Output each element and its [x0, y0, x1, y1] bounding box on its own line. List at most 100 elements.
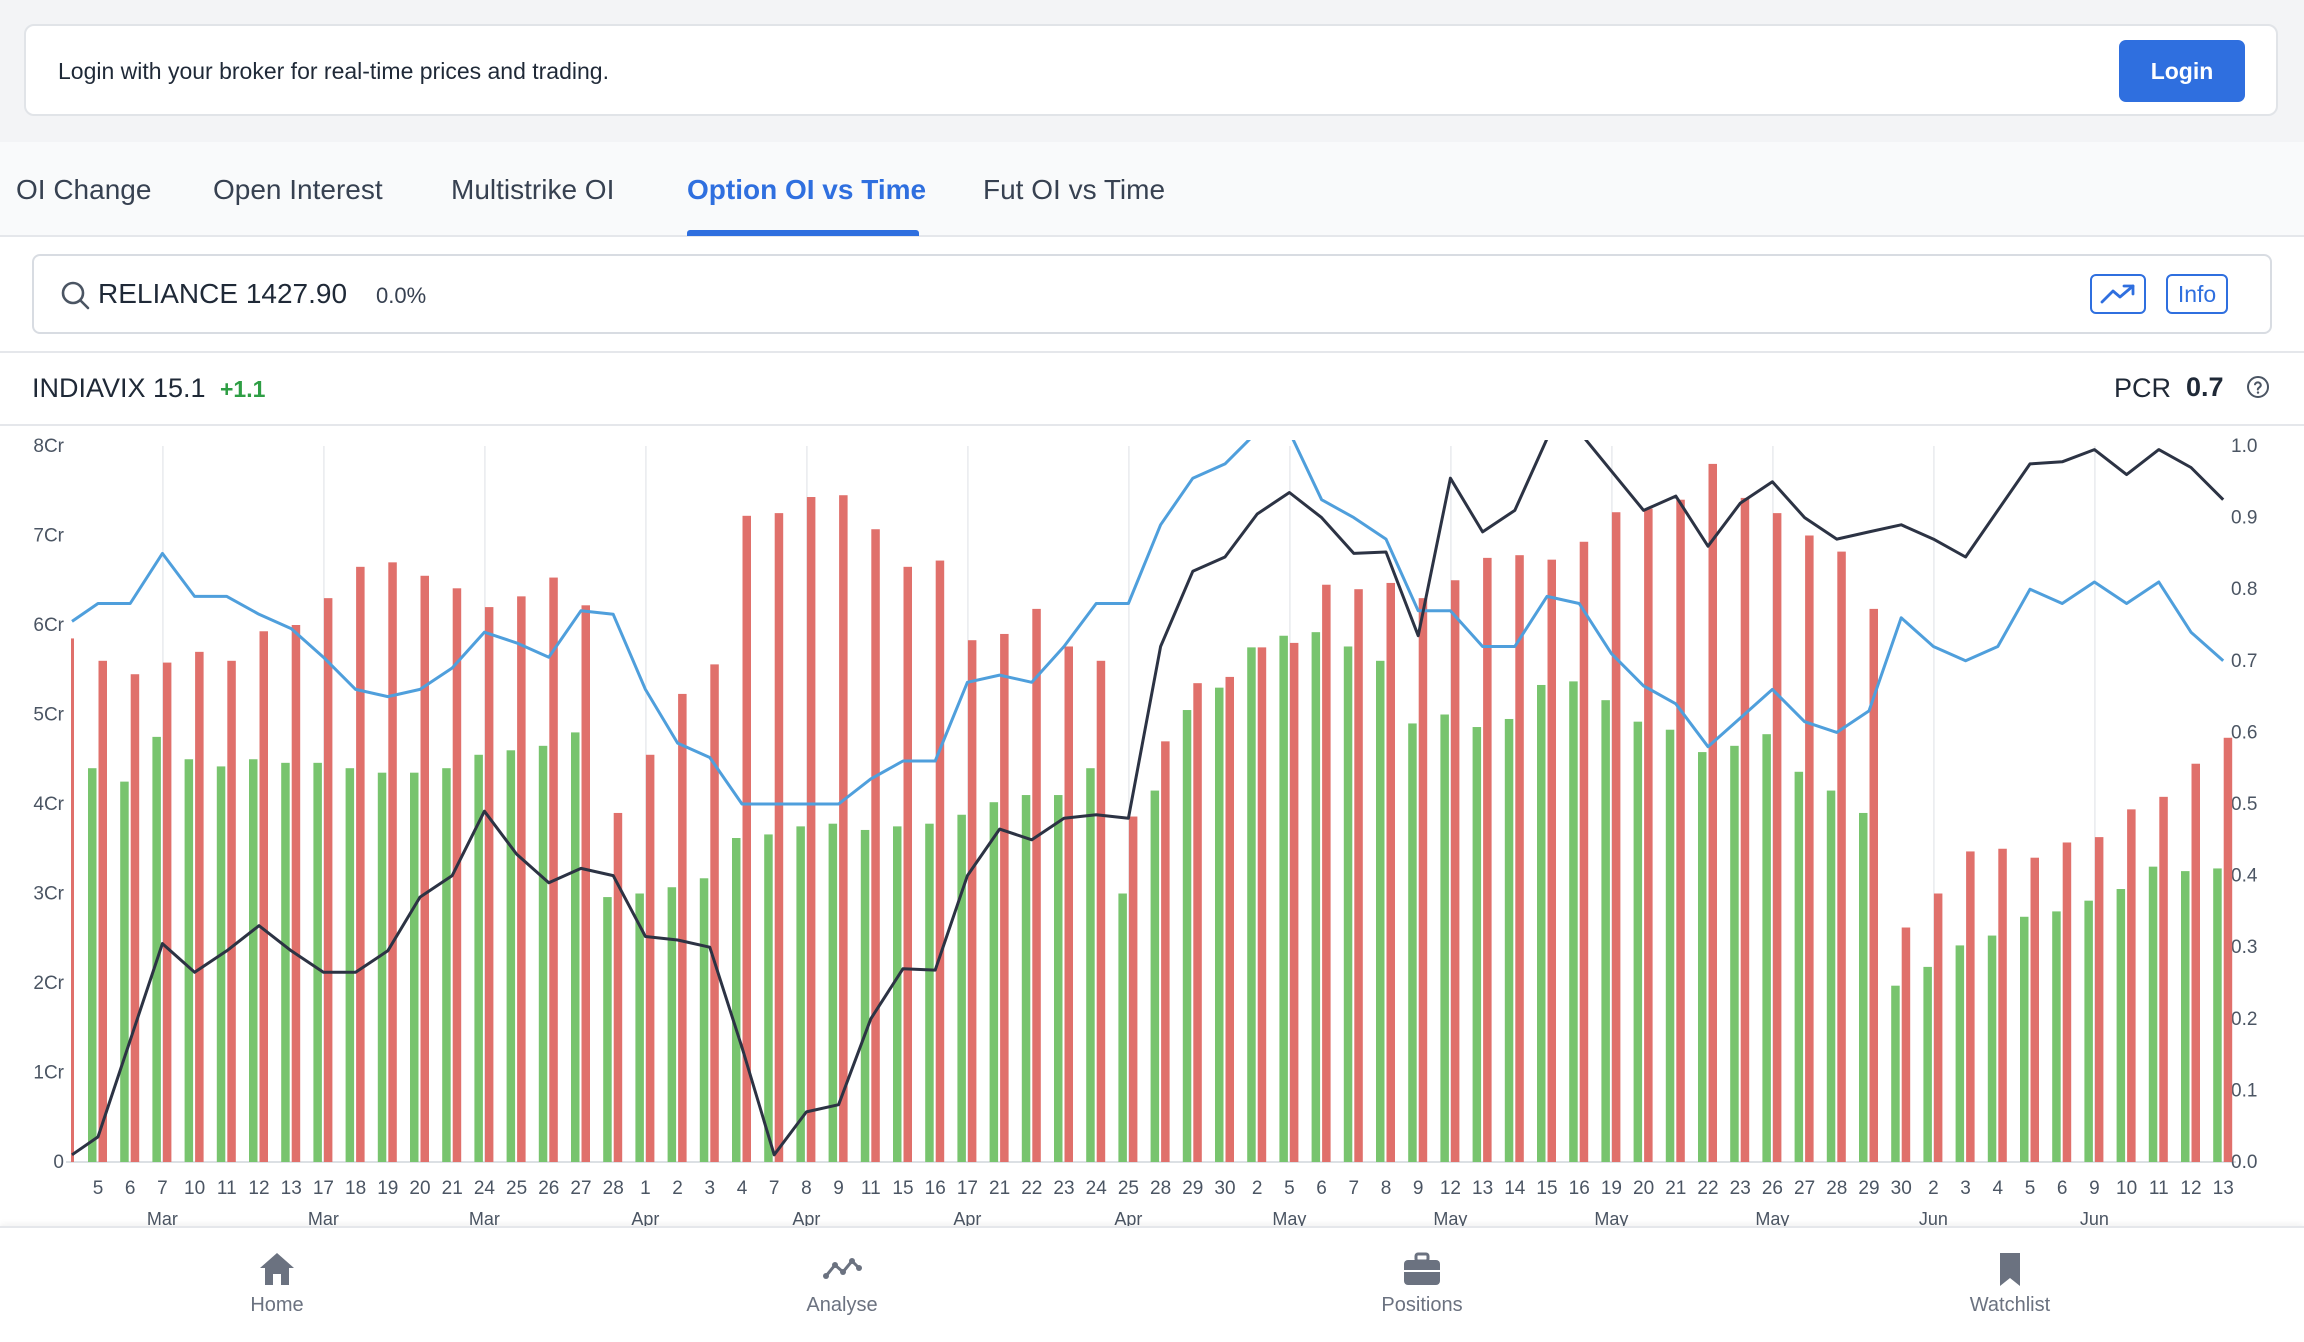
- call-oi-bar: [259, 631, 268, 1162]
- put-oi-bar: [1376, 660, 1385, 1162]
- x-axis-tick-label: 3: [705, 1178, 716, 1199]
- bookmark-icon: [2000, 1253, 2020, 1286]
- x-axis-tick-label: 25: [506, 1178, 527, 1199]
- x-axis-month-label: Apr: [792, 1209, 820, 1226]
- call-oi-bar: [323, 598, 333, 1162]
- x-axis-month-label: May: [1755, 1209, 1789, 1226]
- x-axis-tick-label: 13: [281, 1178, 302, 1199]
- call-oi-bar: [1193, 683, 1202, 1162]
- nav-analyse[interactable]: Analyse: [762, 1250, 922, 1317]
- call-oi-bar: [1644, 508, 1653, 1162]
- right-axis-tick-label: 1.0: [2231, 436, 2257, 457]
- call-oi-bar: [356, 566, 365, 1162]
- login-button[interactable]: Login: [2119, 40, 2245, 102]
- put-oi-bar: [88, 768, 97, 1162]
- put-oi-bar: [1150, 790, 1160, 1162]
- x-axis-tick-label: 28: [1150, 1178, 1171, 1199]
- trend-chart-button[interactable]: [2090, 274, 2146, 314]
- call-oi-bar: [1354, 589, 1363, 1162]
- put-oi-bar: [764, 834, 773, 1162]
- x-axis-month-label: May: [1594, 1209, 1628, 1226]
- x-axis-tick-label: 5: [1284, 1178, 1295, 1199]
- put-oi-bar: [925, 823, 934, 1162]
- info-button[interactable]: Info: [2166, 274, 2228, 314]
- left-axis-tick-label: 1Cr: [33, 1063, 64, 1084]
- left-axis-tick-label: 7Cr: [33, 526, 64, 547]
- x-axis-month-label: Jun: [1919, 1209, 1948, 1226]
- x-axis-tick-label: 2: [1252, 1178, 1263, 1199]
- call-oi-bar: [484, 607, 494, 1162]
- symbol-change-pct: 0.0%: [376, 283, 427, 308]
- nav-watchlist[interactable]: Watchlist: [1930, 1250, 2090, 1317]
- tab-option-oi-vs-time[interactable]: Option OI vs Time: [687, 174, 927, 205]
- login-banner: Login with your broker for real-time pri…: [24, 24, 2278, 116]
- x-axis-tick-label: 9: [1413, 1178, 1424, 1199]
- x-axis-tick-label: 7: [1349, 1178, 1360, 1199]
- put-oi-bar: [796, 826, 805, 1162]
- x-axis-tick-label: 11: [217, 1178, 237, 1199]
- x-axis-tick-label: 17: [313, 1178, 334, 1199]
- tab-open-interest[interactable]: Open Interest: [213, 174, 383, 205]
- put-oi-bar: [1730, 745, 1739, 1162]
- x-axis-tick-label: 3: [1960, 1178, 1971, 1199]
- x-axis-tick-label: 20: [409, 1178, 430, 1199]
- put-oi-bar: [1859, 812, 1868, 1162]
- x-axis-month-label: Jun: [2080, 1209, 2109, 1226]
- tab-multistrike-oi[interactable]: Multistrike OI: [451, 174, 615, 205]
- active-tab-indicator: [687, 230, 919, 236]
- x-axis-tick-label: 6: [1316, 1178, 1327, 1199]
- x-axis-tick-label: 8: [801, 1178, 812, 1199]
- call-oi-bar: [1128, 816, 1138, 1162]
- call-oi-bar: [1676, 499, 1685, 1162]
- right-axis-tick-label: 0.9: [2231, 508, 2257, 529]
- put-oi-bar: [635, 893, 644, 1162]
- put-oi-bar: [2148, 866, 2158, 1162]
- put-oi-bar: [1826, 790, 1836, 1162]
- nav-home[interactable]: Home: [197, 1250, 357, 1317]
- put-oi-bar: [313, 762, 322, 1162]
- put-oi-bar: [184, 759, 194, 1162]
- symbol-search-bar[interactable]: RELIANCE 1427.90 0.0% Info: [32, 254, 2272, 334]
- x-axis-tick-label: 30: [1214, 1178, 1235, 1199]
- put-oi-bar: [1633, 721, 1643, 1162]
- tab-oi-change[interactable]: OI Change: [16, 174, 152, 205]
- call-oi-bar: [227, 660, 236, 1162]
- x-axis-tick-label: 1: [640, 1178, 651, 1199]
- put-oi-bar: [893, 826, 902, 1162]
- x-axis-tick-label: 27: [1794, 1178, 1815, 1199]
- put-oi-bar: [1279, 635, 1288, 1162]
- put-oi-bar: [1472, 727, 1482, 1162]
- x-axis-tick-label: 23: [1053, 1178, 1074, 1199]
- put-oi-bar: [2020, 916, 2029, 1162]
- trending-up-icon: [2100, 284, 2135, 304]
- put-oi-bar: [1247, 647, 1256, 1162]
- call-oi-bar: [710, 664, 719, 1162]
- home-icon: [260, 1253, 294, 1285]
- call-oi-bar: [2223, 737, 2233, 1162]
- x-axis-tick-label: 6: [125, 1178, 136, 1199]
- x-axis-tick-label: 30: [1891, 1178, 1912, 1199]
- put-oi-bar: [1698, 752, 1707, 1162]
- right-axis-tick-label: 0.2: [2231, 1009, 2257, 1030]
- call-oi-bar: [839, 495, 848, 1163]
- call-oi-bar: [1257, 647, 1267, 1162]
- x-axis-tick-label: 24: [474, 1178, 496, 1199]
- put-oi-bar: [1794, 771, 1804, 1162]
- x-axis-tick-label: 15: [1536, 1178, 1557, 1199]
- x-axis-tick-label: 2: [1928, 1178, 1939, 1199]
- tab-fut-oi-vs-time[interactable]: Fut OI vs Time: [983, 174, 1166, 205]
- put-oi-bar: [1311, 632, 1321, 1162]
- call-oi-bar: [1386, 582, 1395, 1162]
- put-oi-bar: [2181, 871, 2190, 1162]
- nav-positions[interactable]: Positions: [1342, 1250, 1502, 1317]
- login-message: Login with your broker for real-time pri…: [58, 58, 609, 84]
- right-axis-tick-label: 0.6: [2231, 722, 2257, 743]
- put-oi-bar: [1665, 729, 1675, 1162]
- x-axis-tick-label: 27: [570, 1178, 591, 1199]
- x-axis-tick-label: 16: [925, 1178, 946, 1199]
- call-oi-bar: [1515, 555, 1524, 1162]
- put-oi-bar: [1118, 893, 1127, 1162]
- x-axis-month-label: Apr: [1114, 1209, 1142, 1226]
- help-icon[interactable]: [2246, 375, 2270, 404]
- x-axis-tick-label: 13: [2213, 1178, 2234, 1199]
